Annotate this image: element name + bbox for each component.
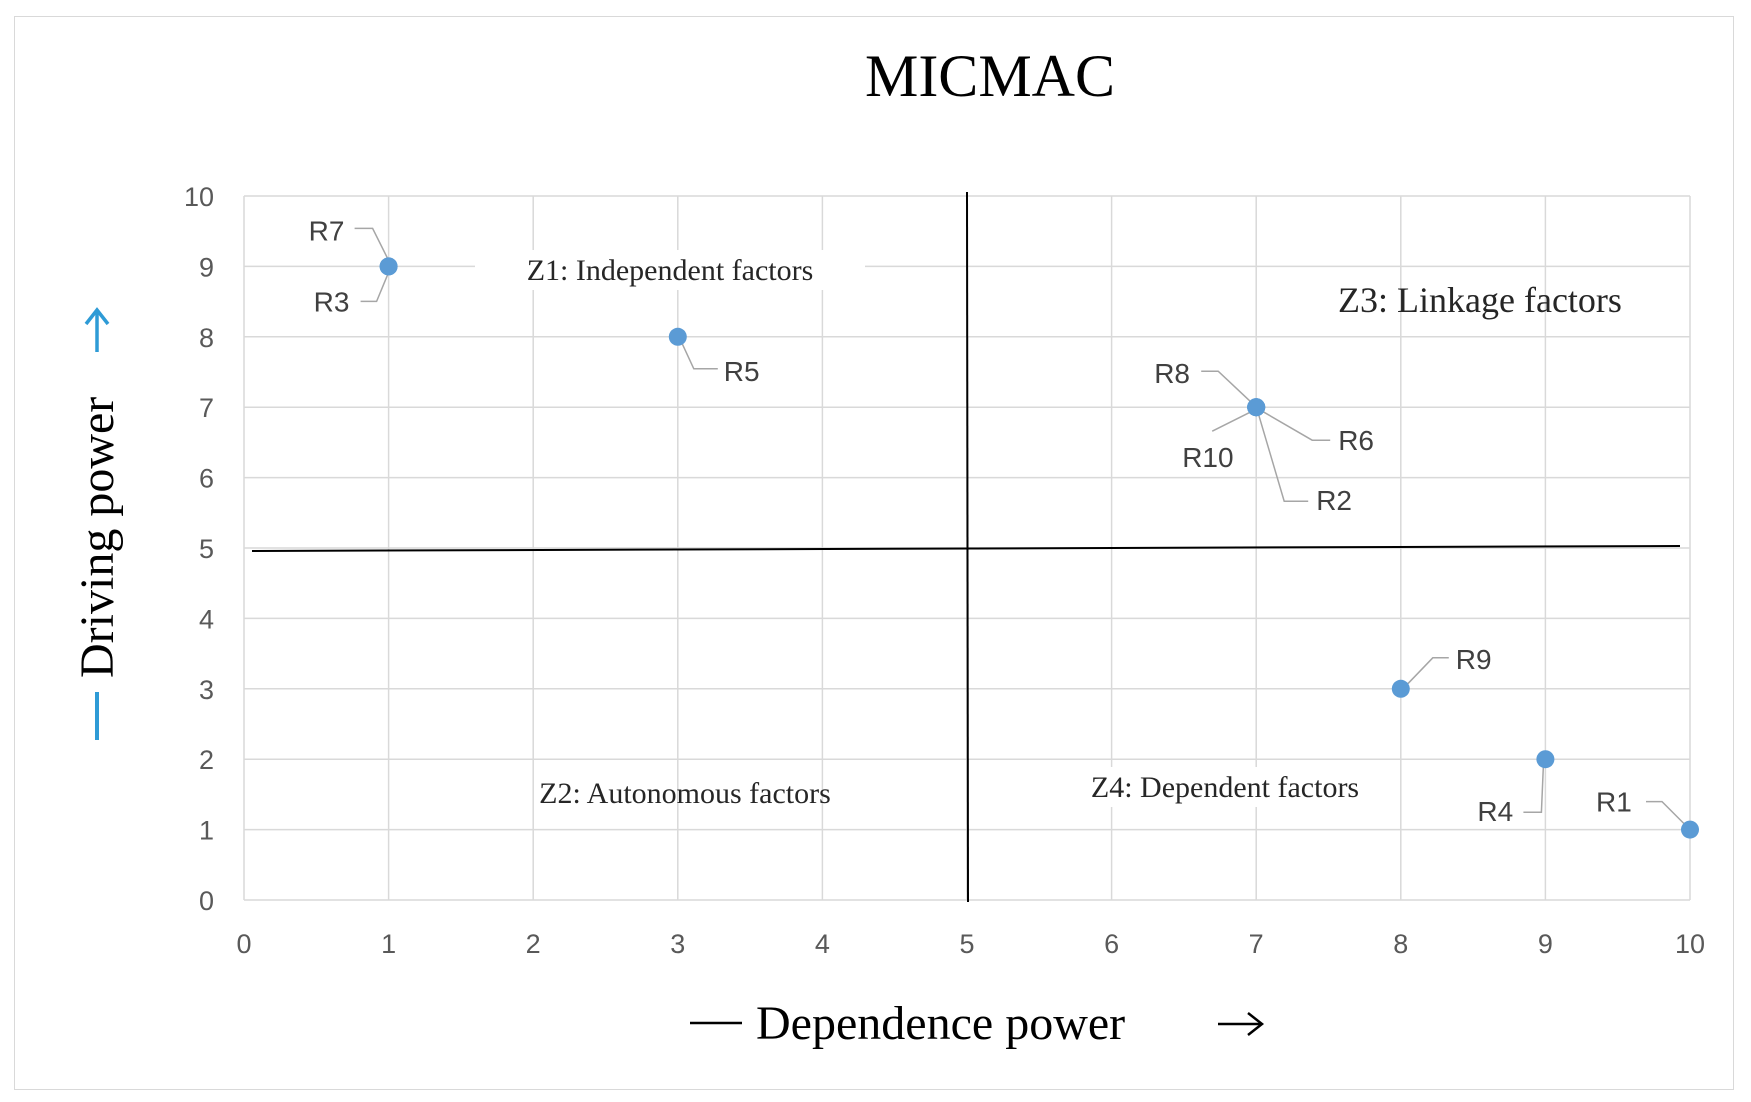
y-tick-label-9: 9 — [199, 252, 214, 282]
chart-frame — [14, 16, 1734, 1090]
point-labels: R1 R2 R3 R4 R5 R6 R7 R8 R9 R10 — [309, 215, 1632, 827]
x-tick-label-9: 9 — [1538, 929, 1553, 959]
leader-line-r7 — [354, 227, 390, 261]
x-tick-label-5: 5 — [959, 929, 974, 959]
point-label-r6: R6 — [1338, 425, 1374, 456]
zone-label-z4: Z4: Dependent factors — [1091, 771, 1359, 804]
leader-line-r10 — [1211, 410, 1253, 432]
data-point-r10 — [1247, 398, 1266, 417]
y-tick-label-1: 1 — [199, 816, 214, 846]
zone-label-z1: Z1: Independent factors — [527, 254, 814, 287]
zone-bg-z1 — [475, 250, 865, 290]
data-point-r1 — [1681, 820, 1699, 839]
leader-line-r3 — [360, 272, 390, 303]
y-tick-label-2: 2 — [199, 745, 214, 775]
x-tick-label-0: 0 — [236, 929, 251, 959]
x-axis-arrow-icon — [1218, 1012, 1265, 1036]
zone-label-z3: Z3: Linkage factors — [1338, 280, 1622, 320]
y-axis-arrow-icon — [84, 307, 110, 352]
point-label-r2: R2 — [1316, 485, 1352, 516]
y-tick-label-3: 3 — [199, 675, 214, 705]
point-label-r10: R10 — [1182, 442, 1233, 473]
horizontal-divider — [251, 545, 1681, 552]
label-leader-lines — [354, 227, 1687, 827]
leader-line-r9 — [1406, 657, 1449, 686]
x-axis-title: Dependence power — [690, 997, 1265, 1050]
x-tick-label-3: 3 — [670, 929, 685, 959]
x-tick-label-4: 4 — [815, 929, 830, 959]
tick-labels: 0 1 2 3 4 5 6 7 8 9 10 0 1 2 3 4 5 6 7 8 9 10 — [184, 182, 1705, 959]
zone-bg-z4 — [1055, 767, 1395, 807]
point-label-r9: R9 — [1456, 644, 1492, 675]
data-point-r5 — [668, 327, 687, 346]
x-tick-label-8: 8 — [1393, 929, 1408, 959]
x-tick-label-2: 2 — [526, 929, 541, 959]
y-tick-label-4: 4 — [199, 604, 214, 634]
data-point-r7 — [379, 257, 398, 276]
point-label-r7: R7 — [309, 215, 345, 246]
zone-labels: Z1: Independent factors Z2: Autonomous fa… — [475, 250, 1622, 810]
leader-line-r6 — [1261, 410, 1331, 441]
leader-line-r8 — [1201, 370, 1253, 404]
x-axis-label: Dependence power — [756, 997, 1125, 1050]
y-axis-label: Driving power — [71, 397, 124, 678]
point-label-r1: R1 — [1596, 787, 1632, 818]
zone-label-z2: Z2: Autonomous factors — [539, 777, 831, 810]
leader-line-r1 — [1646, 800, 1687, 827]
point-label-r8: R8 — [1154, 358, 1190, 389]
quadrant-dividers — [251, 191, 1681, 903]
leader-line-r4 — [1523, 765, 1545, 813]
y-tick-label-7: 7 — [199, 393, 214, 423]
y-tick-label-6: 6 — [199, 464, 214, 494]
x-tick-label-10: 10 — [1675, 929, 1705, 959]
data-point-r9 — [1391, 679, 1410, 698]
x-tick-label-1: 1 — [381, 929, 396, 959]
y-tick-label-5: 5 — [199, 534, 214, 564]
point-label-r5: R5 — [724, 356, 760, 387]
leader-line-r2 — [1257, 412, 1309, 502]
vertical-divider — [966, 191, 969, 903]
y-axis-title: Driving power — [71, 307, 124, 740]
y-tick-label-8: 8 — [199, 323, 214, 353]
x-tick-label-7: 7 — [1249, 929, 1264, 959]
data-point-r4 — [1536, 750, 1555, 769]
leader-line-r5 — [681, 342, 718, 370]
y-tick-label-0: 0 — [199, 886, 214, 916]
point-label-r4: R4 — [1477, 796, 1513, 827]
x-tick-label-6: 6 — [1104, 929, 1119, 959]
chart-title: MICMAC — [865, 43, 1115, 109]
point-label-r3: R3 — [314, 286, 350, 317]
y-tick-label-10: 10 — [184, 182, 214, 212]
data-points — [379, 257, 1699, 839]
